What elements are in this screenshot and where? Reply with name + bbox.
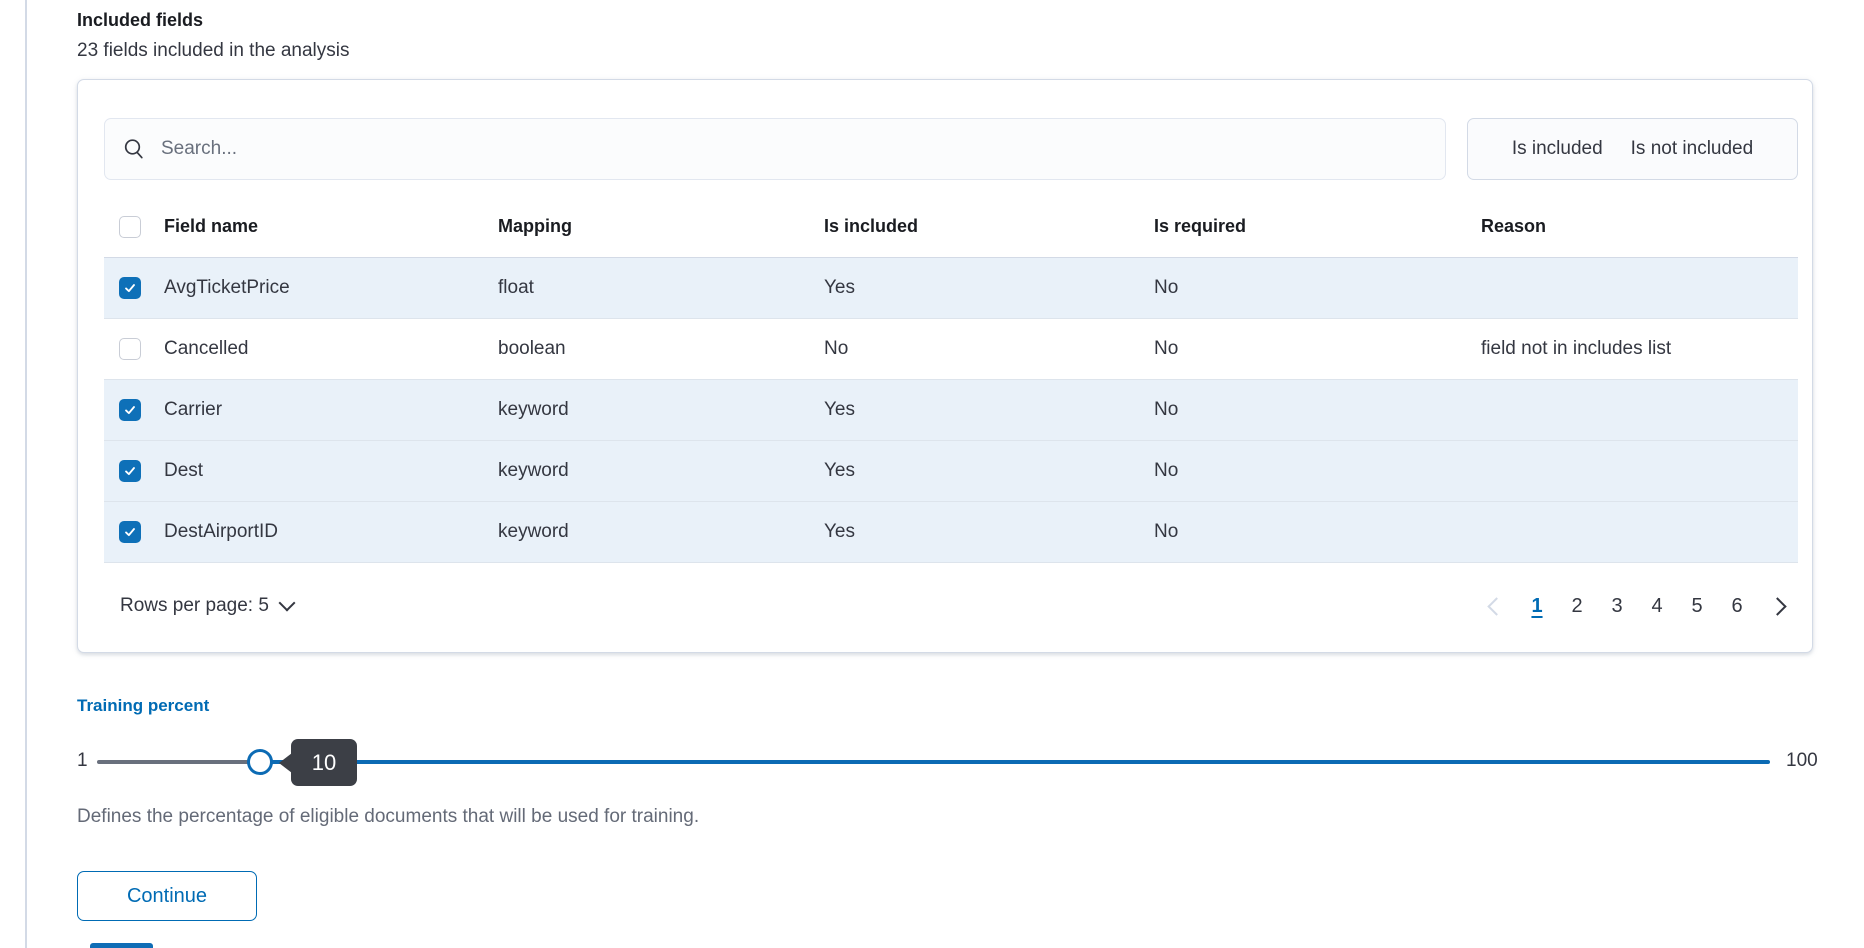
rows-per-page-selector[interactable]: Rows per page: 5 bbox=[104, 594, 296, 617]
page-number-button[interactable]: 2 bbox=[1571, 594, 1583, 617]
rows-per-page-label: Rows per page: 5 bbox=[120, 595, 269, 616]
page-number-button[interactable]: 5 bbox=[1691, 594, 1703, 617]
pagination: 1 2 3 4 5 6 bbox=[1476, 595, 1798, 618]
bottom-accent-bar bbox=[90, 943, 153, 948]
column-header-is-included[interactable]: Is included bbox=[824, 216, 919, 236]
cell-is-included: Yes bbox=[824, 521, 855, 542]
cell-is-included: Yes bbox=[824, 460, 855, 481]
filter-button[interactable]: Is not included bbox=[1630, 138, 1754, 159]
table-footer: Rows per page: 5 1 2 3 4 5 6 bbox=[104, 558, 1798, 654]
table-body: AvgTicketPrice float Yes No Cancelled bo… bbox=[104, 258, 1798, 563]
column-header-is-required[interactable]: Is required bbox=[1154, 216, 1247, 236]
row-checkbox[interactable] bbox=[119, 277, 141, 299]
row-checkbox[interactable] bbox=[119, 521, 141, 543]
section-subheading: 23 fields included in the analysis bbox=[77, 40, 350, 61]
section-heading: Included fields bbox=[77, 10, 204, 30]
table-row[interactable]: Dest keyword Yes No bbox=[104, 441, 1798, 502]
cell-is-required: No bbox=[1154, 460, 1179, 481]
chevron-down-icon bbox=[278, 594, 296, 612]
table-row[interactable]: AvgTicketPrice float Yes No bbox=[104, 258, 1798, 319]
cell-is-included: No bbox=[824, 338, 849, 359]
table-row[interactable]: Carrier keyword Yes No bbox=[104, 380, 1798, 441]
cell-is-required: No bbox=[1154, 277, 1179, 298]
cell-is-required: No bbox=[1154, 521, 1179, 542]
cell-mapping: boolean bbox=[498, 338, 566, 359]
cell-mapping: keyword bbox=[498, 399, 569, 420]
column-header-reason[interactable]: Reason bbox=[1481, 216, 1547, 236]
cell-is-included: Yes bbox=[824, 277, 855, 298]
chevron-right-icon bbox=[1768, 596, 1787, 616]
page-number-button[interactable]: 3 bbox=[1611, 594, 1623, 617]
filter-button[interactable]: Is included bbox=[1511, 138, 1603, 159]
cell-mapping: float bbox=[498, 277, 534, 298]
table-row[interactable]: Cancelled boolean No No field not in inc… bbox=[104, 319, 1798, 380]
next-page-button[interactable] bbox=[1768, 596, 1787, 616]
cell-is-required: No bbox=[1154, 399, 1179, 420]
slider-max-label: 100 bbox=[1786, 750, 1818, 771]
search-field[interactable] bbox=[104, 118, 1446, 180]
cell-is-included: Yes bbox=[824, 399, 855, 420]
wizard-step-connector-line bbox=[25, 0, 27, 948]
cell-field-name: AvgTicketPrice bbox=[164, 277, 290, 298]
slider-min-label: 1 bbox=[77, 750, 88, 771]
previous-page-button[interactable] bbox=[1487, 596, 1506, 616]
chevron-left-icon bbox=[1487, 596, 1506, 616]
page-number-button[interactable]: 4 bbox=[1651, 594, 1663, 617]
slider-value-tooltip: 10 bbox=[291, 739, 357, 786]
page-number-button[interactable]: 6 bbox=[1731, 594, 1743, 617]
cell-field-name: DestAirportID bbox=[164, 521, 279, 542]
cell-mapping: keyword bbox=[498, 460, 569, 481]
slider-tooltip-arrow bbox=[279, 753, 292, 773]
row-checkbox[interactable] bbox=[119, 399, 141, 421]
table-row[interactable]: DestAirportID keyword Yes No bbox=[104, 502, 1798, 563]
row-checkbox[interactable] bbox=[119, 460, 141, 482]
filter-button-group: Is included Is not included bbox=[1467, 118, 1798, 180]
select-all-checkbox[interactable] bbox=[119, 215, 141, 238]
table-header-row: Field name Mapping Is included Is requir… bbox=[104, 196, 1798, 258]
training-percent-label[interactable]: Training percent bbox=[77, 696, 210, 715]
training-percent-slider-thumb[interactable] bbox=[247, 749, 273, 775]
cell-is-required: No bbox=[1154, 338, 1179, 359]
cell-field-name: Carrier bbox=[164, 399, 223, 420]
row-checkbox[interactable] bbox=[119, 338, 141, 360]
cell-field-name: Dest bbox=[164, 460, 204, 481]
search-icon bbox=[124, 139, 143, 159]
search-input[interactable] bbox=[159, 137, 1427, 161]
cell-field-name: Cancelled bbox=[164, 338, 249, 359]
column-header-mapping[interactable]: Mapping bbox=[498, 216, 572, 236]
fields-table: Field name Mapping Is included Is requir… bbox=[104, 196, 1798, 563]
continue-button[interactable]: Continue bbox=[77, 871, 257, 921]
training-percent-description: Defines the percentage of eligible docum… bbox=[77, 806, 700, 827]
cell-reason: field not in includes list bbox=[1481, 338, 1672, 359]
cell-mapping: keyword bbox=[498, 521, 569, 542]
column-header-field-name[interactable]: Field name bbox=[164, 216, 259, 236]
page-numbers: 1 2 3 4 5 6 bbox=[1517, 595, 1757, 618]
included-fields-panel: Is included Is not included Field name Ma… bbox=[77, 79, 1813, 653]
training-percent-slider-track[interactable] bbox=[97, 760, 1770, 764]
page-number-button[interactable]: 1 bbox=[1531, 594, 1543, 617]
